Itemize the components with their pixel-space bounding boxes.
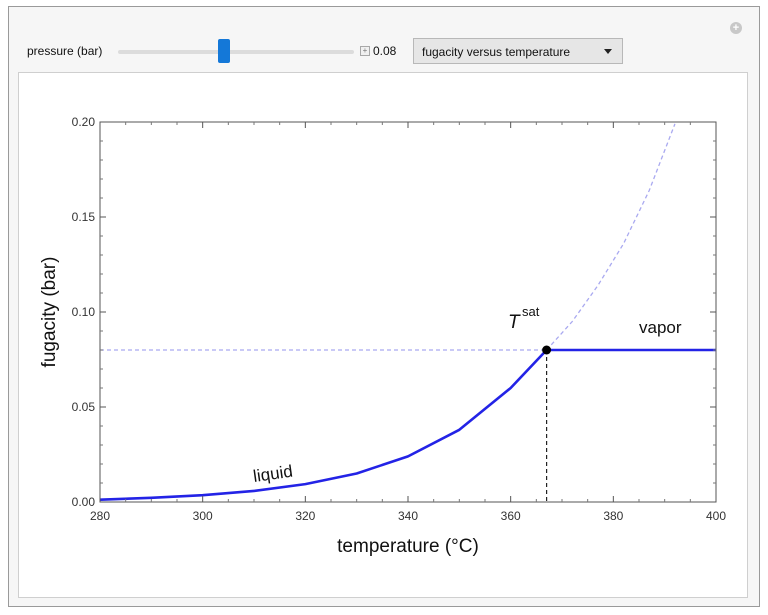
plot-type-dropdown[interactable]: fugacity versus temperature [413, 38, 623, 64]
y-tick-label: 0.00 [72, 495, 96, 509]
y-axis-label: fugacity (bar) [39, 257, 60, 368]
saturation-point [542, 345, 552, 355]
pressure-slider-track[interactable] [118, 50, 354, 54]
plot-panel [18, 72, 748, 598]
slider-expand-icon[interactable]: + [360, 46, 370, 56]
plus-icon[interactable]: + [730, 22, 742, 34]
y-tick-label: 0.10 [72, 305, 96, 319]
chevron-down-icon [604, 49, 612, 54]
x-tick-label: 360 [501, 509, 521, 523]
vapor-label: vapor [639, 318, 682, 337]
series-liquid-line [99, 349, 548, 502]
extrapolated-curve [546, 123, 676, 351]
x-tick-label: 280 [90, 509, 110, 523]
tsat-label: T [508, 312, 521, 333]
x-tick-label: 380 [603, 509, 623, 523]
liquid-label: liquid [252, 462, 294, 486]
dropdown-selected-label: fugacity versus temperature [422, 45, 571, 59]
x-tick-label: 400 [706, 509, 726, 523]
plot-frame [99, 121, 717, 503]
x-tick-label: 320 [295, 509, 315, 523]
y-tick-label: 0.20 [72, 115, 96, 129]
x-tick-label: 340 [398, 509, 418, 523]
y-tick-label: 0.05 [72, 400, 96, 414]
x-axis-label: temperature (°C) [337, 536, 479, 557]
pressure-slider-thumb[interactable] [218, 39, 231, 63]
pressure-value: 0.08 [373, 44, 397, 58]
tsat-superscript: sat [522, 304, 540, 319]
y-tick-label: 0.15 [72, 210, 96, 224]
pressure-slider-label: pressure (bar) [27, 44, 103, 58]
x-tick-label: 300 [193, 509, 213, 523]
